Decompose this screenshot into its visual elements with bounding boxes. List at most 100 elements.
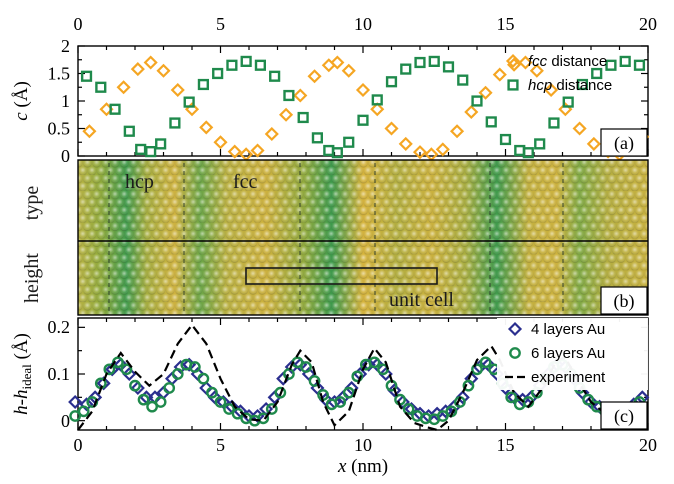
au6-point bbox=[505, 391, 518, 404]
hcp-distance-point bbox=[400, 63, 412, 75]
x-tick-label: 15 bbox=[497, 435, 515, 455]
panel-a-ticks bbox=[77, 45, 649, 157]
domain-boundary-lines bbox=[108, 163, 564, 312]
au6-point bbox=[462, 379, 475, 392]
hcp-distance-point bbox=[283, 89, 295, 102]
panel-b: hcp fcc type height unit cell (b) bbox=[21, 159, 649, 316]
legend-fcc-symbol bbox=[505, 53, 521, 69]
au6-point bbox=[265, 403, 278, 415]
au6-point bbox=[188, 361, 201, 373]
panel-a-tag-box bbox=[600, 128, 648, 157]
fcc-distance-point bbox=[307, 69, 322, 84]
au6-point bbox=[402, 403, 415, 415]
fcc-distance-point bbox=[130, 62, 145, 77]
top-x-tick-label: 15 bbox=[497, 14, 515, 34]
au4-point bbox=[344, 380, 359, 396]
legend-hcp-marker bbox=[507, 79, 519, 91]
legend-6-layers-marker bbox=[509, 347, 521, 359]
hcp-distance-point bbox=[385, 76, 398, 88]
hcp-distance-point bbox=[297, 111, 309, 124]
fcc-distance-point bbox=[227, 144, 242, 159]
panel-c-legend: 4 layers Au 6 layers Au experiment bbox=[497, 318, 648, 390]
y-tick-label: 0.1 bbox=[48, 364, 71, 384]
panel-c-tag-box bbox=[600, 401, 648, 430]
au6-point bbox=[436, 410, 449, 422]
panel-b-tag-box bbox=[600, 286, 648, 315]
hcp-distance-point bbox=[428, 55, 440, 68]
hcp-distance-point bbox=[619, 55, 631, 68]
au4-point bbox=[404, 401, 419, 417]
y-tick-label: 1.5 bbox=[48, 64, 71, 84]
au4-point bbox=[395, 394, 410, 410]
hcp-distance-point bbox=[442, 61, 455, 73]
hcp-distance-point bbox=[371, 94, 383, 106]
au4-point bbox=[79, 397, 94, 412]
hcp-distance-point bbox=[343, 136, 355, 148]
au6-point bbox=[154, 396, 167, 408]
au6-point bbox=[368, 356, 381, 369]
y-tick-label: 2 bbox=[61, 36, 70, 56]
panel-c: 0 0.1 0.2 0 5 10 15 20 h-hideal (Å) x (n… bbox=[11, 317, 657, 477]
hcp-distance-point bbox=[226, 59, 238, 71]
hcp-distance-point bbox=[123, 125, 135, 137]
fcc-distance-point bbox=[384, 121, 399, 136]
type-row-label: type bbox=[21, 186, 43, 221]
x-tick-label: 10 bbox=[354, 435, 372, 455]
au4-point bbox=[447, 399, 462, 414]
au6-point bbox=[308, 375, 321, 387]
fcc-distance-point bbox=[435, 142, 450, 157]
hcp-distance-point bbox=[357, 114, 369, 126]
fcc-distance-point bbox=[82, 124, 97, 139]
y-tick-label: 0.2 bbox=[48, 317, 71, 337]
au6-point bbox=[300, 361, 312, 373]
hcp-distance-point bbox=[212, 67, 224, 80]
panel-c-marks bbox=[68, 323, 650, 432]
hcp-distance-point bbox=[145, 145, 157, 158]
fcc-distance-point bbox=[143, 55, 158, 70]
au6-point bbox=[471, 363, 483, 376]
hcp-distance-point bbox=[457, 74, 469, 86]
legend-hcp-label: hcp distance bbox=[528, 77, 612, 94]
au6-point bbox=[582, 393, 595, 406]
top-x-tick-labels: 0 5 10 15 20 bbox=[74, 14, 658, 34]
au6-point bbox=[274, 386, 287, 399]
au4-point bbox=[267, 390, 282, 405]
hcp-distance-point bbox=[591, 67, 603, 80]
hcp-distance-point bbox=[169, 117, 181, 129]
hcp-distance-point bbox=[633, 59, 646, 71]
fcc-distance-point bbox=[213, 135, 228, 150]
au6-point bbox=[69, 410, 82, 422]
au6-point bbox=[257, 412, 270, 425]
hcp-distance-point bbox=[269, 70, 281, 82]
panel-c-x-tick-labels: 0 5 10 15 20 bbox=[74, 435, 658, 455]
au6-point bbox=[103, 363, 116, 376]
au6-point bbox=[479, 356, 492, 369]
hcp-region-label: hcp bbox=[125, 171, 154, 193]
x-tick-label: 0 bbox=[74, 435, 83, 455]
hcp-distance-point bbox=[155, 138, 167, 150]
hcp-distance-point bbox=[197, 78, 210, 91]
au4-point bbox=[96, 376, 111, 391]
fcc-distance-point bbox=[492, 67, 507, 82]
top-x-tick-label: 10 bbox=[354, 14, 372, 34]
au6-point bbox=[120, 363, 133, 376]
hcp-distance-point bbox=[485, 116, 497, 128]
au6-point bbox=[283, 368, 295, 380]
hcp-distance-point bbox=[576, 78, 589, 91]
surface-lattice bbox=[78, 160, 648, 315]
fcc-distance-point bbox=[264, 126, 279, 142]
au6-point bbox=[163, 382, 176, 394]
au6-point bbox=[77, 405, 90, 418]
fcc-distance-point bbox=[412, 145, 428, 160]
legend-4-layers-marker bbox=[507, 321, 523, 337]
x-tick-label: 5 bbox=[216, 435, 225, 455]
au6-point bbox=[171, 368, 184, 380]
panel-a-legend: fcc distance hcp distance bbox=[505, 53, 612, 94]
fcc-distance-point bbox=[170, 82, 185, 98]
au6-point bbox=[197, 372, 210, 385]
panel-a-y-tick-labels: 0 0.5 1 1.5 2 bbox=[48, 36, 71, 166]
legend-fcc-marker bbox=[505, 53, 521, 69]
legend-4-layers-label: 4 layers Au bbox=[531, 321, 605, 338]
au6-point bbox=[129, 379, 141, 392]
au6-point bbox=[214, 396, 227, 408]
